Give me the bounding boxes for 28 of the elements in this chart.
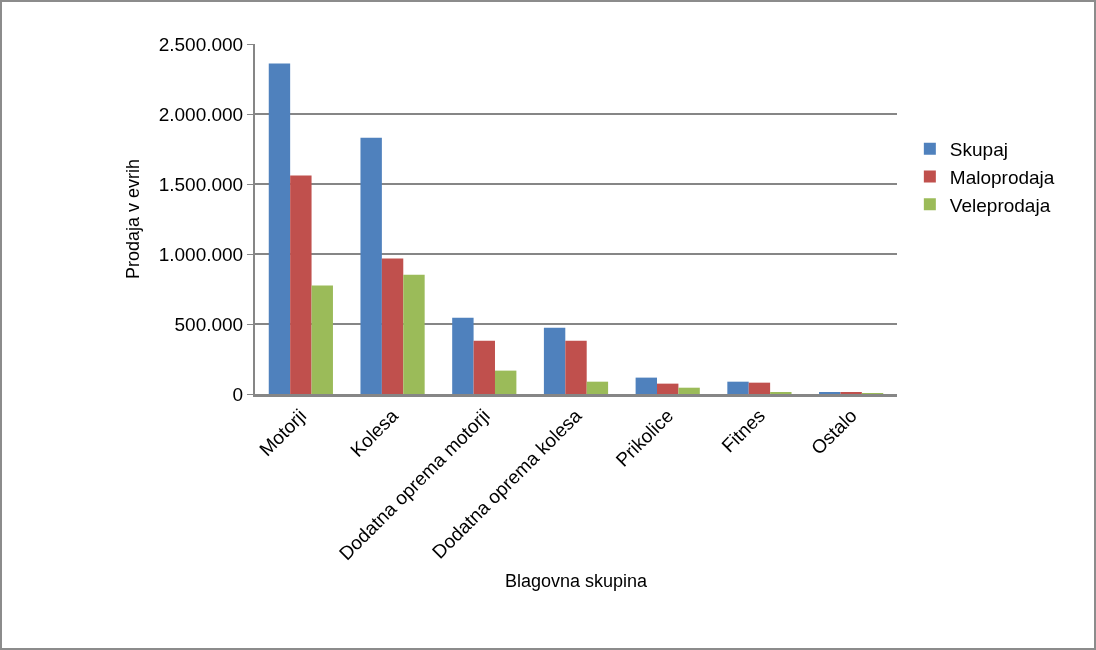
y-tick-label: 2.000.000 xyxy=(158,103,244,125)
y-axis-title: Prodaja v evrih xyxy=(123,158,144,280)
legend-label: Skupaj xyxy=(949,139,1008,161)
bar xyxy=(381,258,404,394)
legend-label: Veleprodaja xyxy=(949,194,1051,216)
bar xyxy=(586,381,609,394)
x-axis-title: Blagovna skupina xyxy=(504,571,649,592)
bar xyxy=(678,387,700,394)
bar xyxy=(657,383,679,394)
bar xyxy=(748,382,771,394)
bar xyxy=(360,137,382,394)
bar xyxy=(290,175,312,394)
bar xyxy=(403,274,425,394)
bar xyxy=(635,377,658,394)
bar xyxy=(311,285,333,394)
y-tick-label: 1.500.000 xyxy=(158,173,244,195)
bar xyxy=(494,370,517,394)
bar xyxy=(727,381,749,394)
y-tick-label: 2.500.000 xyxy=(158,33,244,55)
bar xyxy=(473,340,495,394)
y-tick-label: 0 xyxy=(232,383,244,405)
bar xyxy=(452,317,474,394)
bar xyxy=(268,63,291,394)
y-tick-label: 500.000 xyxy=(174,313,244,335)
legend-label: Maloprodaja xyxy=(949,166,1055,188)
bar xyxy=(565,340,587,394)
y-tick-label: 1.000.000 xyxy=(158,243,244,265)
bar xyxy=(543,327,566,394)
